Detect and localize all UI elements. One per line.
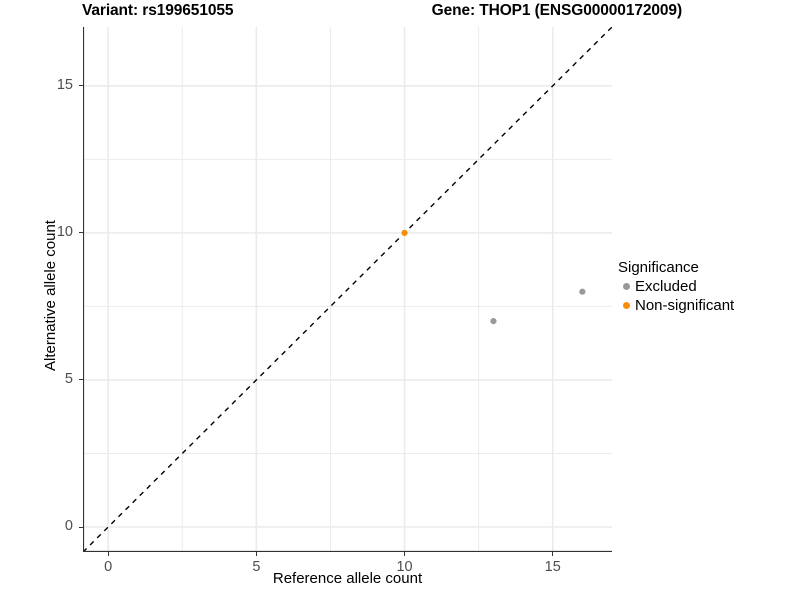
- x-tick-mark: [255, 552, 257, 556]
- legend-dot-icon: [623, 283, 630, 290]
- plot-canvas: [83, 27, 612, 552]
- legend-item[interactable]: Excluded: [618, 277, 794, 296]
- data-point: [401, 229, 408, 236]
- data-point: [490, 318, 497, 325]
- y-tick-mark: [79, 232, 83, 234]
- y-tick-mark: [79, 526, 83, 528]
- x-tick-label: 0: [104, 559, 113, 575]
- diagonal-reference-line: [83, 27, 612, 552]
- legend-items: Excluded Non-significant: [618, 277, 794, 315]
- legend-title: Significance: [618, 259, 699, 276]
- y-tick-label: 15: [56, 76, 73, 93]
- y-axis-title: Alternative allele count: [42, 220, 59, 371]
- legend-dot-icon: [623, 302, 630, 309]
- legend: Significance Excluded Non-significant: [618, 259, 794, 315]
- legend-item-label: Non-significant: [635, 297, 735, 314]
- data-point: [579, 288, 586, 295]
- y-tick-mark: [79, 85, 83, 87]
- x-tick-label: 15: [544, 559, 561, 575]
- legend-key: [618, 277, 635, 296]
- plot-subtitle: Gene: THOP1 (ENSG00000172009): [431, 2, 682, 19]
- y-tick-label: 10: [56, 223, 73, 240]
- title-band: Variant: rs199651055 Gene: THOP1 (ENSG00…: [82, 2, 682, 26]
- x-tick-mark: [404, 552, 406, 556]
- x-tick-label: 5: [252, 559, 261, 575]
- legend-item-label: Excluded: [635, 278, 697, 295]
- page-title: Variant: rs199651055: [82, 2, 234, 19]
- y-tick-label: 5: [64, 370, 73, 387]
- x-tick-mark: [107, 552, 109, 556]
- legend-item[interactable]: Non-significant: [618, 296, 794, 315]
- plot-panel: [83, 27, 612, 552]
- y-tick-mark: [79, 379, 83, 381]
- legend-key: [618, 296, 635, 315]
- y-tick-label: 0: [64, 518, 73, 534]
- x-axis-title: Reference allele count: [272, 570, 423, 587]
- x-tick-label: 10: [396, 559, 413, 575]
- x-tick-mark: [552, 552, 554, 556]
